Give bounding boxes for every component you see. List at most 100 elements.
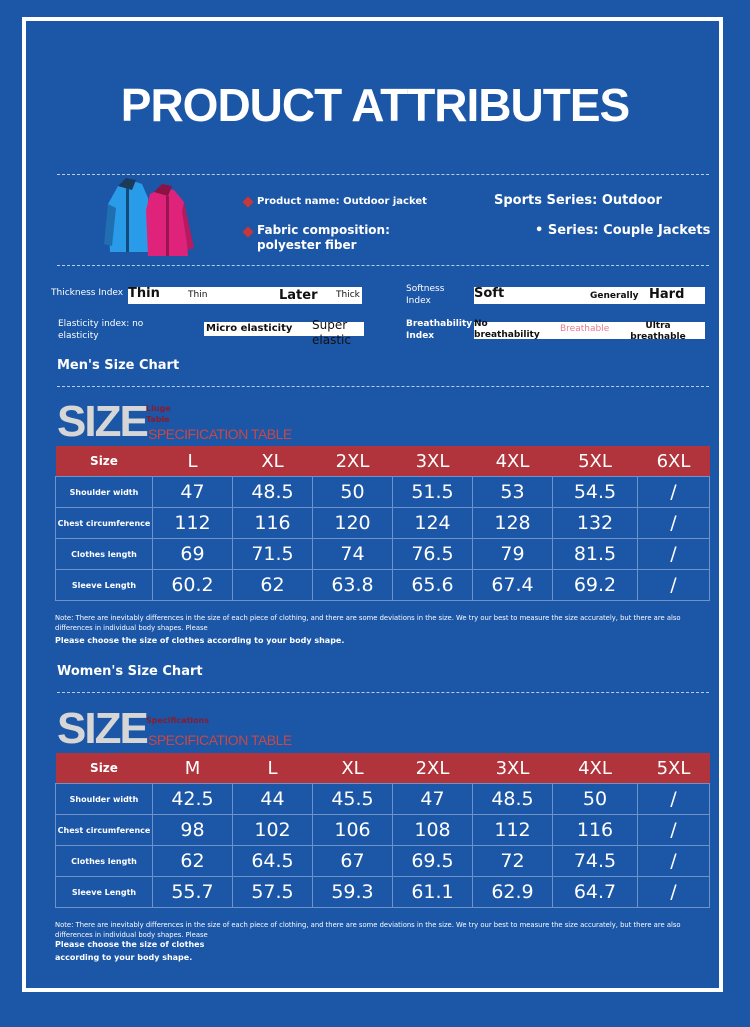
fabric-label: Fabric composition:	[257, 223, 390, 237]
thickness-label: Thickness Index	[51, 288, 124, 298]
mens-sub1: Liuge	[146, 404, 171, 413]
header-cell: 3XL	[392, 446, 473, 477]
table-cell: 59.3	[312, 876, 393, 908]
mens-size-table: Size L XL 2XL 3XL 4XL 5XL 6XL Shoulder w…	[55, 446, 710, 601]
header-cell: 5XL	[552, 446, 638, 477]
sports-series: Sports Series: Outdoor	[494, 193, 662, 208]
table-cell: /	[637, 876, 710, 908]
table-cell: 72	[472, 845, 553, 877]
table-cell: 112	[152, 507, 233, 539]
table-cell: 62.9	[472, 876, 553, 908]
table-cell: 63.8	[312, 569, 393, 601]
womens-choose-text: Please choose the size of clothes accord…	[55, 938, 204, 964]
mens-spec-heading: SPECIFICATION TABLE	[148, 426, 292, 442]
thickness-d: Thick	[336, 290, 360, 300]
table-cell: /	[637, 569, 710, 601]
womens-choose-line2: according to your body shape.	[55, 953, 193, 962]
header-cell: 3XL	[472, 753, 553, 784]
breathability-bar	[474, 322, 705, 339]
mens-choose-text: Please choose the size of clothes accord…	[55, 636, 345, 645]
table-cell: 74.5	[552, 845, 638, 877]
mens-header-row: Size L XL 2XL 3XL 4XL 5XL 6XL	[55, 446, 710, 477]
table-cell: 98	[152, 814, 233, 846]
row-label: Chest circumference	[55, 507, 153, 539]
table-cell: /	[637, 538, 710, 570]
elasticity-label: Elasticity index: no elasticity	[58, 319, 144, 341]
table-row: Shoulder width 47 48.5 50 51.5 53 54.5 /	[55, 476, 710, 508]
softness-bar	[474, 287, 705, 304]
table-cell: 69.2	[552, 569, 638, 601]
table-row: Chest circumference 98 102 106 108 112 1…	[55, 814, 710, 846]
header-cell: L	[152, 446, 233, 477]
fabric-value: polyester fiber	[257, 238, 357, 252]
table-cell: 74	[312, 538, 393, 570]
table-cell: 112	[472, 814, 553, 846]
mens-size-chart-title: Men's Size Chart	[57, 358, 180, 373]
page-title: PRODUCT ATTRIBUTES	[120, 79, 630, 131]
breathability-c: Ultra breathable	[630, 321, 686, 342]
breathability-a: No breathability	[474, 319, 540, 340]
womens-size-word: SIZE	[57, 704, 149, 753]
table-cell: 62	[152, 845, 233, 877]
table-cell: 65.6	[392, 569, 473, 601]
table-cell: 71.5	[232, 538, 313, 570]
header-cell: M	[152, 753, 233, 784]
row-label: Chest circumference	[55, 814, 153, 846]
header-cell: 2XL	[312, 446, 393, 477]
row-label: Shoulder width	[55, 783, 153, 815]
row-label: Clothes length	[55, 538, 153, 570]
table-cell: 106	[312, 814, 393, 846]
thickness-b: Thin	[188, 290, 208, 300]
softness-a: Soft	[474, 286, 505, 301]
header-cell: 4XL	[472, 446, 553, 477]
womens-choose-line1: Please choose the size of clothes	[55, 940, 205, 949]
table-cell: 76.5	[392, 538, 473, 570]
jacket-pair-image	[104, 178, 194, 256]
table-cell: 54.5	[552, 476, 638, 508]
womens-spec-heading: SPECIFICATION TABLE	[148, 732, 292, 748]
header-cell: Size	[55, 753, 153, 784]
table-cell: 53	[472, 476, 553, 508]
header-cell: Size	[55, 446, 153, 477]
table-cell: 47	[152, 476, 233, 508]
table-cell: 42.5	[152, 783, 233, 815]
table-cell: 50	[552, 783, 638, 815]
softness-b: Generally	[590, 291, 639, 301]
table-row: Shoulder width 42.5 44 45.5 47 48.5 50 /	[55, 783, 710, 815]
softness-c: Hard	[649, 287, 685, 302]
table-row: Clothes length 69 71.5 74 76.5 79 81.5 /	[55, 538, 710, 570]
table-cell: 116	[232, 507, 313, 539]
divider-bottom	[57, 265, 709, 266]
elasticity-bar	[204, 322, 364, 336]
table-cell: 120	[312, 507, 393, 539]
table-cell: 48.5	[472, 783, 553, 815]
womens-sub1: Specifications	[146, 716, 209, 725]
softness-label: Softness Index	[406, 284, 445, 306]
page-frame	[22, 17, 723, 992]
breathability-b: Breathable	[560, 324, 610, 334]
table-cell: 57.5	[232, 876, 313, 908]
table-cell: 64.7	[552, 876, 638, 908]
breathability-label: Breathability Index	[406, 319, 473, 341]
elasticity-b: Super elastic	[312, 318, 351, 347]
table-cell: /	[637, 507, 710, 539]
table-cell: 45.5	[312, 783, 393, 815]
table-cell: 60.2	[152, 569, 233, 601]
thickness-bar	[128, 287, 362, 304]
thickness-a: Thin	[128, 286, 160, 301]
row-label: Sleeve Length	[55, 876, 153, 908]
table-cell: 64.5	[232, 845, 313, 877]
series: • Series: Couple Jackets	[535, 223, 711, 238]
womens-size-table: Size M L XL 2XL 3XL 4XL 5XL Shoulder wid…	[55, 753, 710, 908]
header-cell: 2XL	[392, 753, 473, 784]
table-cell: 44	[232, 783, 313, 815]
mens-note: Note: There are inevitably differences i…	[55, 614, 681, 632]
header-cell: XL	[232, 446, 313, 477]
row-label: Clothes length	[55, 845, 153, 877]
table-cell: 62	[232, 569, 313, 601]
header-cell: 6XL	[637, 446, 710, 477]
table-cell: /	[637, 814, 710, 846]
table-cell: 48.5	[232, 476, 313, 508]
header-cell: 5XL	[637, 753, 710, 784]
elasticity-a: Micro elasticity	[206, 323, 293, 334]
